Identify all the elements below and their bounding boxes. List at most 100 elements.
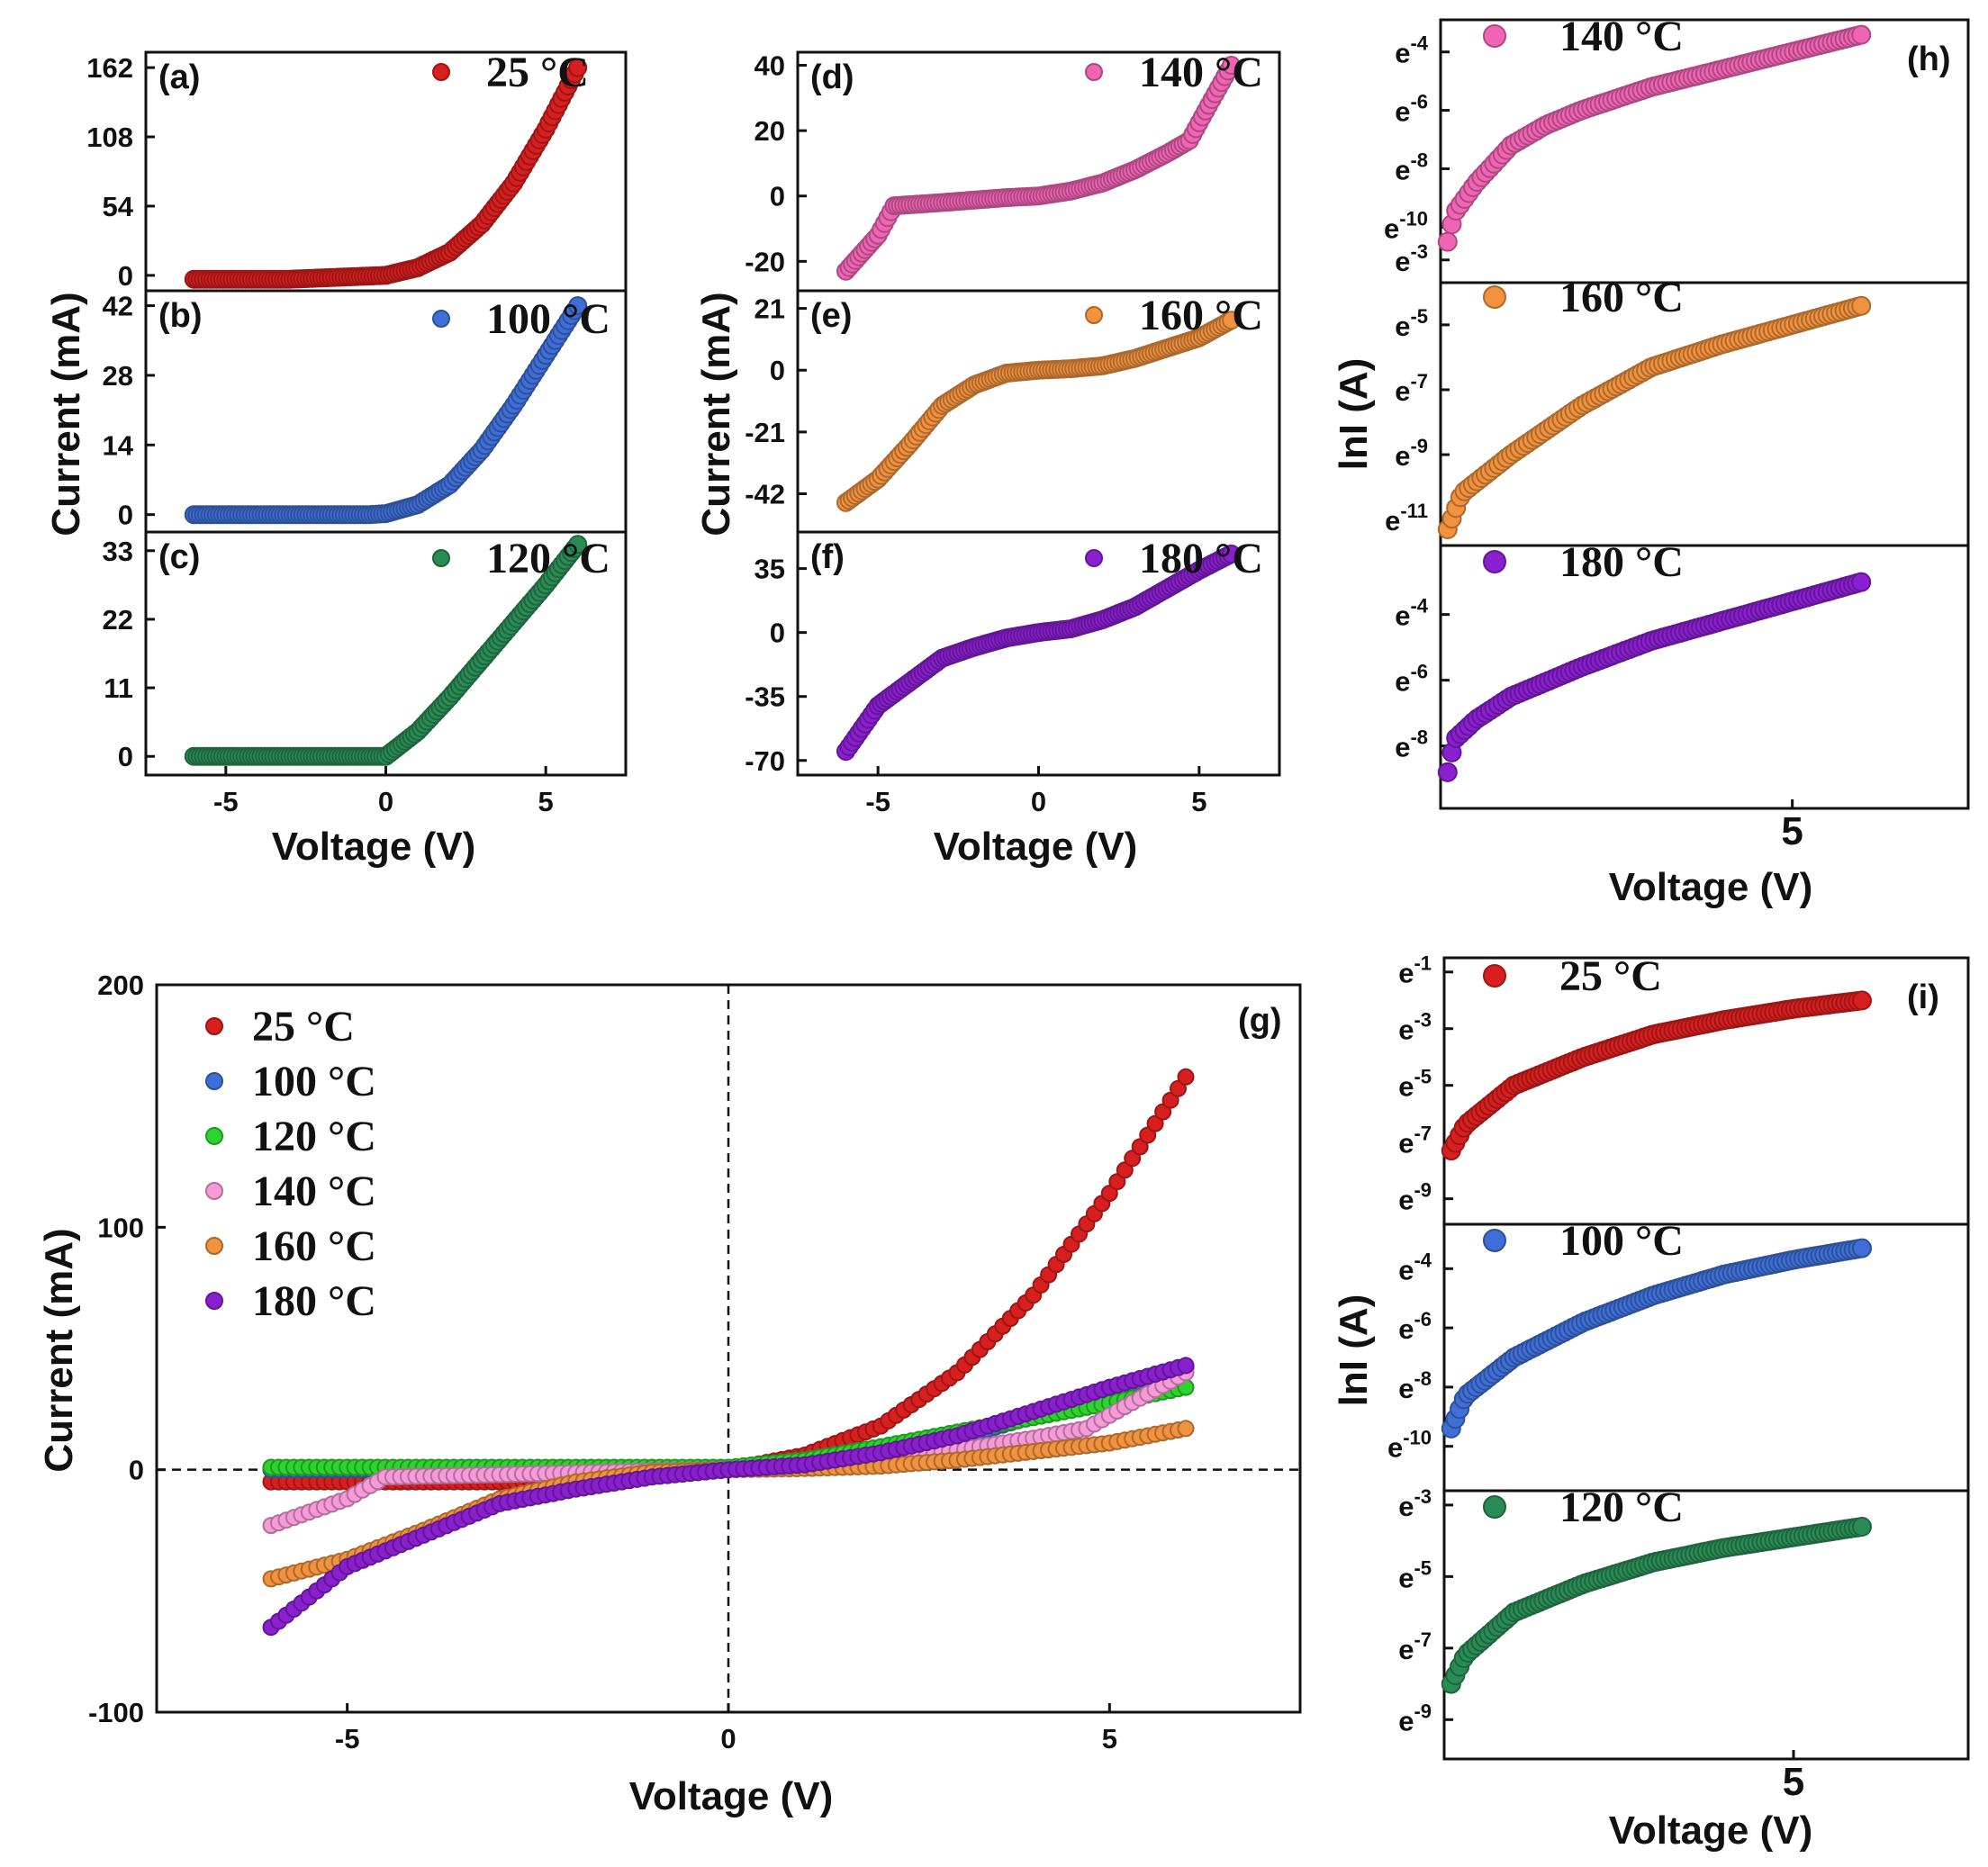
panel-g-y-axis-title: Current (mA) bbox=[37, 1228, 81, 1472]
panel-i2-legend-marker bbox=[1483, 1229, 1506, 1252]
panel-d: -20 0 20 40 140 °C (d) bbox=[745, 49, 1281, 293]
legend-marker-1 bbox=[205, 1072, 223, 1090]
panel-i2-legend-label: 100 °C bbox=[1559, 1217, 1684, 1265]
panel-i1-ytick-label-4-base: e bbox=[1398, 1185, 1414, 1216]
panel-h2-ytick-label-2: e-7 bbox=[1395, 370, 1428, 407]
legend-marker-0 bbox=[205, 1017, 223, 1035]
panel-f-ytick-label-3: 35 bbox=[755, 554, 785, 585]
panel-d-ytick-label-2: 20 bbox=[755, 115, 785, 147]
panel-g-label: (g) bbox=[1238, 1002, 1282, 1040]
panel-h2-ytick-label-0-exponent: -3 bbox=[1410, 240, 1428, 263]
panel-h1-ytick-label-1: e-6 bbox=[1395, 91, 1428, 128]
panel-f-legend-marker bbox=[1085, 549, 1103, 567]
panel-f-xtick-label-2: 5 bbox=[1191, 786, 1206, 817]
panel-b-legend-label: 100 °C bbox=[486, 295, 610, 343]
panel-h3-xtick-label-0: 5 bbox=[1781, 809, 1803, 853]
panel-h1-ytick-label-0: e-4 bbox=[1395, 32, 1429, 69]
data-point-g-0-120 bbox=[1177, 1068, 1195, 1086]
axis-titles: Current (mA) Current (mA) Current (mA) lnI … bbox=[37, 292, 1812, 1853]
panel-a-label: (a) bbox=[158, 59, 200, 96]
panel-i3-ytick-label-1-exponent: -5 bbox=[1414, 1556, 1432, 1579]
data-point-a-120 bbox=[568, 58, 588, 77]
panel-i1-ytick-label-3: e-7 bbox=[1398, 1123, 1432, 1159]
panel-a-legend-marker bbox=[432, 63, 450, 81]
panel-b-ytick-label-3: 42 bbox=[103, 291, 133, 322]
panel-i1-ytick-label-2-exponent: -5 bbox=[1414, 1066, 1432, 1088]
panel-i2-ytick-label-0-exponent: -4 bbox=[1414, 1249, 1432, 1271]
panel-i1-ytick-label-1-exponent: -3 bbox=[1414, 1009, 1432, 1032]
panel-h3-frame bbox=[1439, 544, 1970, 810]
panel-i1-ytick-label-3-exponent: -7 bbox=[1414, 1123, 1432, 1145]
middle-column-x-axis-title: Voltage (V) bbox=[934, 825, 1138, 869]
panel-h3-ytick-label-1-exponent: -6 bbox=[1410, 661, 1428, 683]
panel-i-x-axis-title: Voltage (V) bbox=[1609, 1808, 1813, 1853]
panel-h1-ytick-label-2: e-8 bbox=[1395, 149, 1428, 185]
data-point-g-0-112 bbox=[1116, 1161, 1134, 1179]
panel-i1-ytick-label-0-exponent: -1 bbox=[1414, 952, 1432, 975]
panel-h1-ytick-label-1-exponent: -6 bbox=[1410, 91, 1428, 113]
panel-h2-ytick-label-2-exponent: -7 bbox=[1410, 370, 1428, 392]
data-point-b-120 bbox=[568, 296, 588, 316]
data-point-i2-98 bbox=[1852, 1238, 1872, 1258]
panel-h2-ytick-label-3: e-9 bbox=[1395, 435, 1428, 472]
panel-h1-ytick-label-0-base: e bbox=[1395, 38, 1410, 69]
panel-h3-ytick-label-1: e-6 bbox=[1395, 661, 1428, 698]
legend-label-4: 160 °C bbox=[252, 1222, 376, 1270]
panel-h3-ytick-label-2-exponent: -8 bbox=[1410, 726, 1428, 749]
panel-c-ytick-label-0: 0 bbox=[118, 741, 133, 772]
panel-i3-legend-marker bbox=[1483, 1495, 1506, 1519]
panel-h1-legend-marker bbox=[1483, 24, 1506, 48]
panel-h3-ytick-label-0-base: e bbox=[1395, 600, 1410, 632]
panel-i2-ytick-label-3-exponent: -10 bbox=[1403, 1427, 1432, 1449]
legend-label-1: 100 °C bbox=[252, 1058, 376, 1105]
panel-h1-ytick-label-3-base: e bbox=[1384, 212, 1399, 244]
data-point-g-0-113 bbox=[1124, 1150, 1142, 1168]
panel-i3-ytick-label-0: e-3 bbox=[1398, 1485, 1432, 1522]
panel-i1-ytick-label-1-base: e bbox=[1398, 1015, 1414, 1046]
panel-i1-legend-label: 25 °C bbox=[1559, 952, 1662, 1000]
panel-a-ytick-label-3: 162 bbox=[86, 52, 133, 84]
panel-h1-ytick-label-3-exponent: -10 bbox=[1399, 207, 1428, 230]
panel-h2-legend-label: 160 °C bbox=[1559, 274, 1684, 321]
data-point-g-0-116 bbox=[1146, 1114, 1164, 1132]
panel-d-ytick-label-0: -20 bbox=[745, 246, 785, 277]
data-point-h1-0 bbox=[1437, 231, 1458, 252]
panel-i3-frame bbox=[1442, 1489, 1970, 1761]
panel-i1-ytick-label-0-base: e bbox=[1398, 958, 1414, 989]
data-point-h2-98 bbox=[1851, 295, 1872, 316]
panel-f-ytick-label-2: 0 bbox=[770, 618, 785, 649]
panel-d-legend-label: 140 °C bbox=[1139, 49, 1263, 96]
data-point-d-120 bbox=[1222, 56, 1241, 75]
panel-c-xtick-label-2: 5 bbox=[538, 786, 554, 817]
panel-i2-ytick-label-2: e-8 bbox=[1398, 1367, 1432, 1404]
panel-h3-legend-marker bbox=[1483, 550, 1506, 573]
panel-i2-ytick-label-1: e-6 bbox=[1398, 1308, 1432, 1345]
left-column-x-axis-title: Voltage (V) bbox=[272, 825, 476, 869]
panel-g-ytick-label-2: 100 bbox=[97, 1212, 144, 1243]
panel-h2-ytick-label-1-exponent: -5 bbox=[1410, 305, 1428, 328]
legend-label-2: 120 °C bbox=[252, 1113, 376, 1160]
panel-e-legend-label: 160 °C bbox=[1139, 292, 1263, 339]
panel-h3-ytick-label-2: e-8 bbox=[1395, 726, 1428, 763]
panel-a-ytick-label-2: 108 bbox=[86, 122, 133, 153]
panel-i3-ytick-label-3: e-9 bbox=[1398, 1700, 1432, 1736]
panel-g-ytick-label-3: 200 bbox=[97, 970, 144, 1001]
panel-b-ytick-label-2: 28 bbox=[103, 360, 133, 392]
data-point-g-4-120 bbox=[1177, 1420, 1195, 1438]
data-point-g-0-110 bbox=[1100, 1185, 1118, 1203]
panel-i1-ytick-label-4: e-9 bbox=[1398, 1179, 1432, 1216]
panel-d-label: (d) bbox=[810, 59, 854, 96]
panel-e-ytick-label-3: 21 bbox=[755, 293, 785, 325]
panel-d-ytick-label-1: 0 bbox=[770, 181, 785, 212]
panel-h1-legend-label: 140 °C bbox=[1559, 13, 1684, 60]
panel-e-label: (e) bbox=[810, 297, 852, 335]
panel-i3-ytick-label-3-base: e bbox=[1398, 1705, 1414, 1736]
data-point-g-0-111 bbox=[1108, 1173, 1126, 1191]
panel-i2-ytick-label-0-base: e bbox=[1398, 1254, 1414, 1285]
legend-marker-5 bbox=[205, 1292, 223, 1310]
panel-h3-ytick-label-2-base: e bbox=[1395, 732, 1410, 763]
